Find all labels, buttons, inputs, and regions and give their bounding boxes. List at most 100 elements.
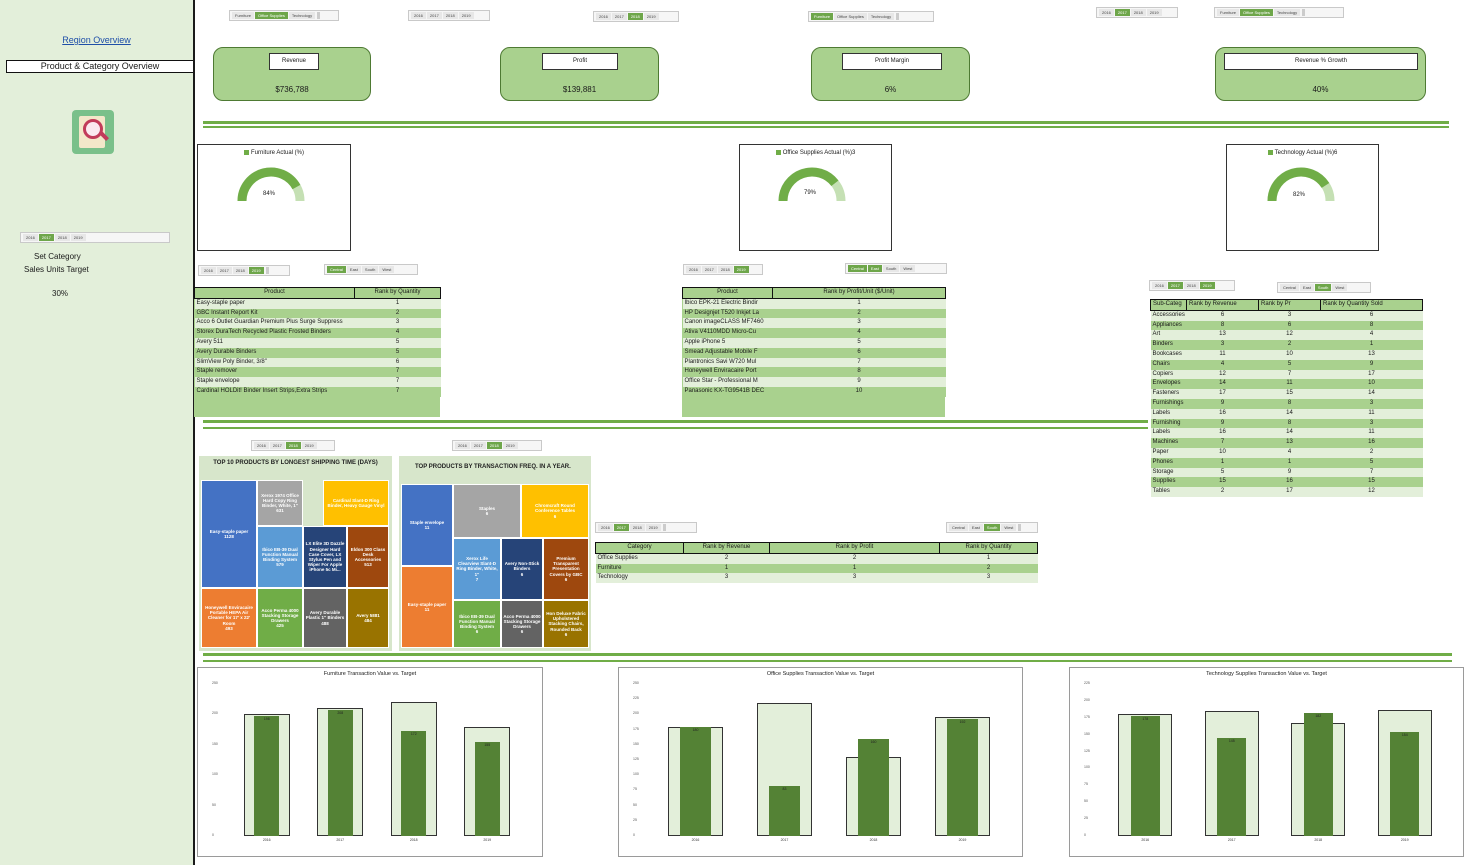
column-header[interactable]: Rank by Profit/Unit ($/Unit) [772, 287, 946, 299]
slicer-item[interactable]: 2019 [733, 266, 749, 273]
slicer-item[interactable]: West [1001, 524, 1017, 531]
table-row[interactable]: Fasteners 17 15 14 [1150, 389, 1423, 399]
table-row[interactable]: Supplies 15 16 15 [1150, 477, 1423, 488]
year-slicer[interactable]: 2016 2017 2018 2019 [595, 522, 697, 533]
table-row[interactable]: Honeywell Enviracaire Port 8 [682, 367, 946, 378]
table-row[interactable]: GBC Instant Report Kit 2 [194, 308, 441, 319]
slicer-item[interactable]: West [1332, 284, 1348, 291]
actual-bar[interactable] [769, 785, 800, 836]
slicer-item[interactable]: South [361, 266, 379, 273]
column-header[interactable]: Sub-Categ [1150, 299, 1187, 311]
slicer-item[interactable]: Technology [1273, 9, 1301, 16]
treemap-tile[interactable]: Easy-staple paper 1128 [201, 480, 257, 588]
slicer-item[interactable]: 2016 [598, 524, 613, 531]
nav-link-region-overview[interactable]: Region Overview [62, 35, 131, 45]
column-header[interactable]: Product [682, 287, 773, 299]
table-row[interactable]: Avery 511 5 [194, 337, 441, 348]
slicer-item[interactable]: 2017 [426, 12, 442, 19]
slicer-item[interactable]: 2017 [38, 234, 54, 241]
table-row[interactable]: Storex DuraTech Recycled Plastic Frosted… [194, 328, 441, 338]
year-slicer[interactable]: 2016 2017 2018 2019 [593, 11, 679, 22]
slicer-item[interactable]: 2019 [1199, 282, 1215, 289]
column-header[interactable]: Rank by Profit [769, 542, 940, 554]
year-slicer[interactable]: 2016 2017 2018 2019 [1149, 280, 1235, 291]
category-slicer[interactable]: Furniture Office Supplies Technology [1214, 7, 1344, 18]
table-row[interactable]: Plantronics Savi W720 Mul 7 [682, 357, 946, 368]
year-slicer-sidebar[interactable]: 2016 2017 2018 2019 [20, 232, 170, 243]
slicer-item[interactable]: 2016 [23, 234, 38, 241]
slicer-item[interactable]: Central [949, 524, 968, 531]
region-slicer[interactable]: Central East South West [1277, 282, 1371, 293]
table-row[interactable]: Ibico EPK-21 Electric Bindir 1 [682, 298, 946, 309]
table-row[interactable]: Avery Durable Binders 5 [194, 347, 441, 358]
table-row[interactable]: SlimView Poly Binder, 3/8" 6 [194, 357, 441, 368]
treemap-tile[interactable]: Cardinal Slant-D Ring Binder, Heavy Gaug… [323, 480, 389, 526]
slicer-item[interactable]: 2019 [643, 13, 659, 20]
slicer-item[interactable]: 2018 [232, 267, 248, 274]
treemap-tile[interactable]: Eldon 300 Class Desk Accessories 513 [347, 526, 389, 588]
table-row[interactable]: Ativa V4110MDD Micro-Cu 4 [682, 328, 946, 338]
treemap-tile[interactable]: Acco Perma 4000 Stacking Storage Drawers… [257, 588, 303, 648]
actual-bar[interactable] [1130, 715, 1160, 836]
table-row[interactable]: Envelopes 14 11 10 [1150, 379, 1423, 390]
treemap-tile[interactable]: Xerox Life Clearview Slant-D Ring Binder… [453, 538, 501, 600]
table-row[interactable]: Canon imageCLASS MF7460 3 [682, 318, 946, 329]
table-row[interactable]: Chairs 4 5 9 [1150, 359, 1423, 370]
treemap-tile[interactable]: Avery 5881 484 [347, 588, 389, 648]
slicer-item[interactable]: Furniture [1217, 9, 1240, 16]
table-row[interactable]: Labels 16 14 11 [1150, 408, 1423, 419]
slicer-item[interactable]: 2019 [70, 234, 86, 241]
slicer-item[interactable]: West [900, 265, 916, 272]
year-slicer[interactable]: 2016 2017 2018 2019 [683, 264, 763, 275]
slicer-item[interactable]: 2017 [470, 442, 486, 449]
column-header[interactable]: Product [194, 287, 355, 299]
slicer-item[interactable]: 2016 [455, 442, 470, 449]
treemap-tile[interactable]: Chromcraft Round Conference Tables 6 [521, 484, 589, 538]
year-slicer[interactable]: 2016 2017 2018 2019 [408, 10, 490, 21]
slicer-item[interactable]: 2017 [1167, 282, 1183, 289]
treemap-tile[interactable]: Honeywell Enviracaire Portable HEPA Air … [201, 588, 257, 648]
actual-bar[interactable] [474, 741, 500, 836]
table-row[interactable]: Appliances 8 6 8 [1150, 320, 1423, 331]
slicer-item[interactable]: 2016 [1152, 282, 1167, 289]
table-row[interactable]: Furnishings 9 8 3 [1150, 398, 1423, 409]
table-row[interactable]: Office Supplies 2 2 1 [595, 553, 1038, 564]
actual-bar[interactable] [401, 731, 427, 836]
category-slicer[interactable]: Furniture Office Supplies Technology [808, 11, 934, 22]
slicer-item[interactable]: 2017 [613, 524, 629, 531]
slicer-item[interactable]: Furniture [232, 12, 255, 19]
treemap-tile[interactable]: Avery Durable Plastic 1" Binders 488 [303, 588, 347, 648]
table-row[interactable]: Technology 3 3 3 [595, 573, 1038, 584]
category-slicer[interactable]: Furniture Office Supplies Technology [229, 10, 339, 21]
slicer-item[interactable]: 2017 [611, 13, 627, 20]
column-header[interactable]: Rank by Quantity [354, 287, 441, 299]
slicer-item[interactable]: 2018 [1130, 9, 1146, 16]
slicer-item[interactable]: 2019 [1146, 9, 1162, 16]
slicer-item[interactable]: 2019 [645, 524, 661, 531]
actual-bar[interactable] [1217, 738, 1247, 836]
treemap-tile[interactable]: Hon Deluxe Fabric Upholstered Stacking C… [543, 600, 589, 648]
treemap-tile[interactable]: Ibico EB-39 Dual Function Manual Binding… [257, 526, 303, 588]
slicer-item[interactable]: 2017 [269, 442, 285, 449]
slicer-item[interactable]: East [346, 266, 361, 273]
table-row[interactable]: Cardinal HOLDit! Binder Insert Strips,Ex… [194, 386, 441, 397]
actual-bar[interactable] [1303, 713, 1333, 836]
actual-bar[interactable] [1390, 731, 1420, 836]
column-header[interactable]: Rank by Pr [1258, 299, 1321, 311]
slicer-item[interactable]: East [1299, 284, 1314, 291]
column-header[interactable]: Rank by Quantity Sold [1320, 299, 1423, 311]
table-row[interactable]: Furniture 1 1 2 [595, 563, 1038, 574]
year-slicer[interactable]: 2016 2017 2018 2019 [198, 265, 290, 276]
table-row[interactable]: Accessories 6 3 6 [1150, 310, 1423, 321]
target-value-input[interactable]: 30% [52, 289, 69, 298]
column-header[interactable]: Rank by Revenue [1186, 299, 1259, 311]
year-slicer[interactable]: 2016 2017 2018 2019 [452, 440, 542, 451]
slicer-item[interactable]: South [882, 265, 900, 272]
region-slicer[interactable]: Central East South West [946, 522, 1038, 533]
slicer-item[interactable]: 2016 [1099, 9, 1114, 16]
table-row[interactable]: Machines 7 13 16 [1150, 438, 1423, 448]
actual-bar[interactable] [680, 726, 711, 836]
year-slicer[interactable]: 2016 2017 2018 2019 [251, 440, 335, 451]
year-slicer[interactable]: 2016 2017 2018 2019 [1096, 7, 1178, 18]
